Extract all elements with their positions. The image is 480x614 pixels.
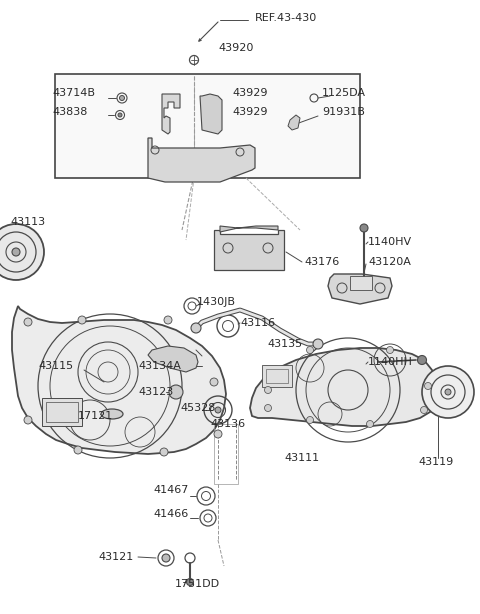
Circle shape bbox=[164, 316, 172, 324]
Text: 43113: 43113 bbox=[10, 217, 45, 227]
Circle shape bbox=[264, 386, 272, 394]
Bar bbox=[262, 365, 292, 387]
Circle shape bbox=[307, 416, 313, 424]
Circle shape bbox=[420, 406, 428, 413]
Circle shape bbox=[422, 366, 474, 418]
Text: REF.43-430: REF.43-430 bbox=[255, 13, 317, 23]
Text: 91931B: 91931B bbox=[322, 107, 365, 117]
Polygon shape bbox=[214, 230, 284, 270]
Circle shape bbox=[264, 405, 272, 411]
Text: 43929: 43929 bbox=[232, 88, 267, 98]
Text: 1430JB: 1430JB bbox=[197, 297, 236, 307]
Polygon shape bbox=[328, 274, 392, 304]
Circle shape bbox=[160, 448, 168, 456]
Circle shape bbox=[118, 113, 122, 117]
Circle shape bbox=[120, 96, 124, 101]
Polygon shape bbox=[162, 94, 180, 134]
Circle shape bbox=[24, 416, 32, 424]
Text: 1140HH: 1140HH bbox=[368, 357, 413, 367]
Ellipse shape bbox=[101, 409, 123, 419]
Text: 1125DA: 1125DA bbox=[322, 88, 366, 98]
Text: 1140HV: 1140HV bbox=[368, 237, 412, 247]
Circle shape bbox=[445, 389, 451, 395]
Text: 43116: 43116 bbox=[240, 318, 275, 328]
Circle shape bbox=[215, 407, 221, 413]
Polygon shape bbox=[148, 346, 198, 372]
Circle shape bbox=[78, 316, 86, 324]
Circle shape bbox=[360, 224, 368, 232]
Bar bbox=[266, 369, 288, 383]
Circle shape bbox=[74, 446, 82, 454]
Polygon shape bbox=[12, 306, 226, 454]
Bar bbox=[214, 424, 238, 484]
Bar bbox=[350, 276, 372, 290]
Text: 1751DD: 1751DD bbox=[175, 579, 220, 589]
Bar bbox=[42, 398, 82, 426]
Text: 43123: 43123 bbox=[138, 387, 173, 397]
Circle shape bbox=[210, 378, 218, 386]
Circle shape bbox=[162, 554, 170, 562]
Text: 43111: 43111 bbox=[284, 453, 319, 463]
Text: 43714B: 43714B bbox=[52, 88, 95, 98]
Bar bbox=[46, 402, 78, 422]
Circle shape bbox=[307, 346, 313, 354]
Bar bbox=[55, 74, 360, 178]
Text: 43120A: 43120A bbox=[368, 257, 411, 267]
Text: 17121: 17121 bbox=[78, 411, 113, 421]
Polygon shape bbox=[220, 226, 278, 232]
Text: 43134A: 43134A bbox=[138, 361, 181, 371]
Circle shape bbox=[418, 356, 427, 365]
Text: 43119: 43119 bbox=[418, 457, 453, 467]
Text: 43135: 43135 bbox=[267, 339, 302, 349]
Text: 41467: 41467 bbox=[153, 485, 188, 495]
Circle shape bbox=[214, 430, 222, 438]
Circle shape bbox=[424, 383, 432, 389]
Text: 45328: 45328 bbox=[180, 403, 216, 413]
Circle shape bbox=[24, 318, 32, 326]
Circle shape bbox=[169, 385, 183, 399]
Polygon shape bbox=[288, 115, 300, 130]
Text: 43121: 43121 bbox=[98, 552, 133, 562]
Text: 43136: 43136 bbox=[210, 419, 245, 429]
Text: 43176: 43176 bbox=[304, 257, 339, 267]
Circle shape bbox=[367, 421, 373, 427]
Circle shape bbox=[386, 346, 394, 354]
Circle shape bbox=[191, 323, 201, 333]
Text: 43920: 43920 bbox=[218, 43, 253, 53]
Polygon shape bbox=[148, 138, 255, 182]
Circle shape bbox=[12, 248, 20, 256]
Circle shape bbox=[313, 339, 323, 349]
Polygon shape bbox=[250, 348, 438, 426]
Text: 43115: 43115 bbox=[38, 361, 73, 371]
Text: 41466: 41466 bbox=[153, 509, 188, 519]
Polygon shape bbox=[200, 94, 222, 134]
Text: 43929: 43929 bbox=[232, 107, 267, 117]
Circle shape bbox=[187, 578, 193, 586]
Text: 43838: 43838 bbox=[52, 107, 87, 117]
Circle shape bbox=[0, 224, 44, 280]
